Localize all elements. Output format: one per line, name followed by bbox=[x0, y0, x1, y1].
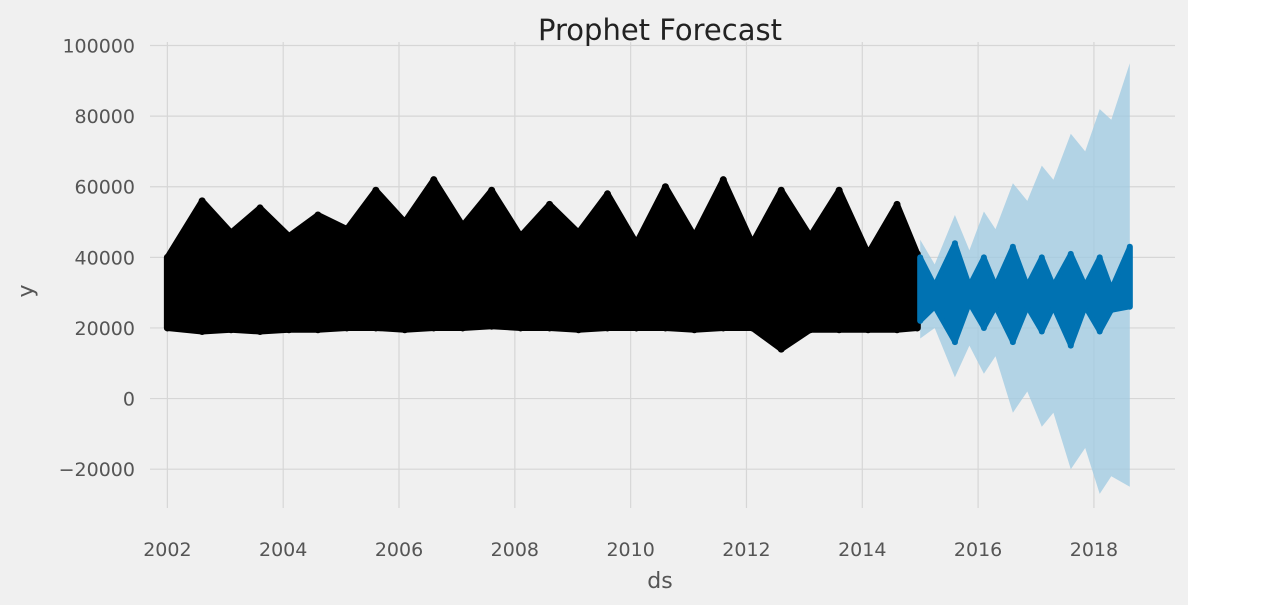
y-tick-label: 80000 bbox=[75, 106, 135, 128]
chart-figure: 2002 2004 2006 2008 2010 2012 2014 2016 2018 −20… bbox=[0, 0, 1188, 605]
x-axis-label: ds bbox=[647, 569, 672, 594]
x-tick-label: 2008 bbox=[491, 539, 539, 561]
x-tick-labels: 2002 2004 2006 2008 2010 2012 2014 2016 2018 bbox=[143, 539, 1118, 561]
y-tick-label: 40000 bbox=[75, 247, 135, 269]
observed-series bbox=[163, 176, 921, 353]
y-tick-label: 60000 bbox=[75, 177, 135, 199]
x-tick-label: 2016 bbox=[954, 539, 1002, 561]
prophet-forecast-chart: 2002 2004 2006 2008 2010 2012 2014 2016 2018 −20… bbox=[14, 13, 1175, 594]
y-tick-labels: −20000 0 20000 40000 60000 80000 100000 bbox=[59, 36, 135, 482]
x-tick-label: 2004 bbox=[259, 539, 307, 561]
x-tick-label: 2010 bbox=[606, 539, 654, 561]
y-tick-label: 20000 bbox=[75, 318, 135, 340]
x-tick-label: 2002 bbox=[143, 539, 191, 561]
y-tick-label: −20000 bbox=[59, 459, 135, 481]
y-tick-label: 0 bbox=[123, 389, 135, 411]
x-tick-label: 2006 bbox=[375, 539, 423, 561]
forecast-series bbox=[917, 240, 1133, 349]
x-tick-label: 2014 bbox=[838, 539, 886, 561]
x-tick-label: 2012 bbox=[722, 539, 770, 561]
chart-title: Prophet Forecast bbox=[538, 13, 782, 47]
y-tick-label: 100000 bbox=[62, 36, 135, 58]
x-tick-label: 2018 bbox=[1070, 539, 1118, 561]
y-axis-label: y bbox=[14, 284, 39, 297]
